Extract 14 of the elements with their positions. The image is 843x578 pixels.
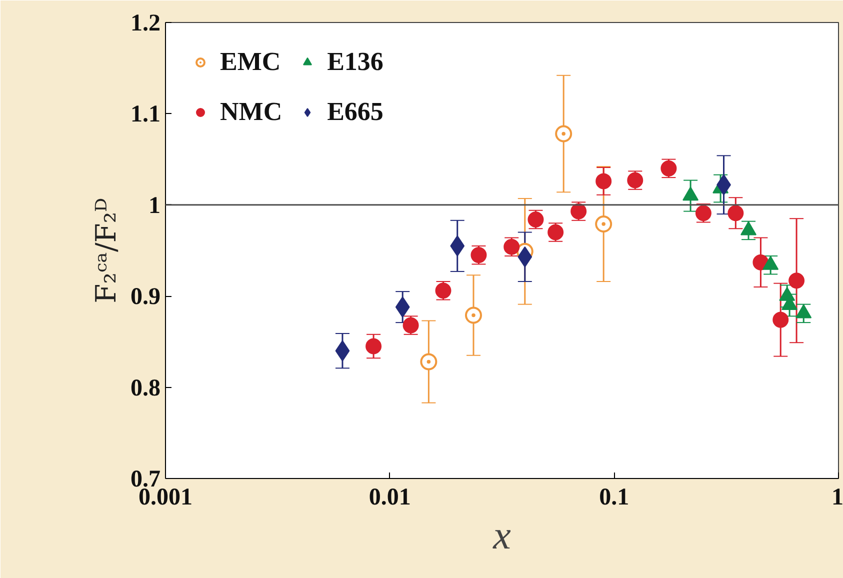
y-tick-label: 0.8 xyxy=(130,375,160,402)
x-tick-label: 0.01 xyxy=(368,484,411,510)
y-tick-label: 1.2 xyxy=(130,10,160,36)
y-tick-label: 1 xyxy=(148,192,160,219)
legend-label: EMC xyxy=(220,46,281,78)
legend-label: E665 xyxy=(327,96,384,128)
x-axis-title: x xyxy=(492,512,512,558)
legend-label: E136 xyxy=(327,46,384,78)
x-tick-label: 1 xyxy=(832,484,843,510)
y-tick-label: 1.1 xyxy=(130,102,160,128)
y-axis-title: F₂ᶜᵃ/F₂ᴰ xyxy=(90,198,122,304)
x-tick-label: 0.1 xyxy=(599,484,630,510)
legend-label: NMC xyxy=(220,96,282,128)
y-tick-label: 0.9 xyxy=(130,284,160,310)
